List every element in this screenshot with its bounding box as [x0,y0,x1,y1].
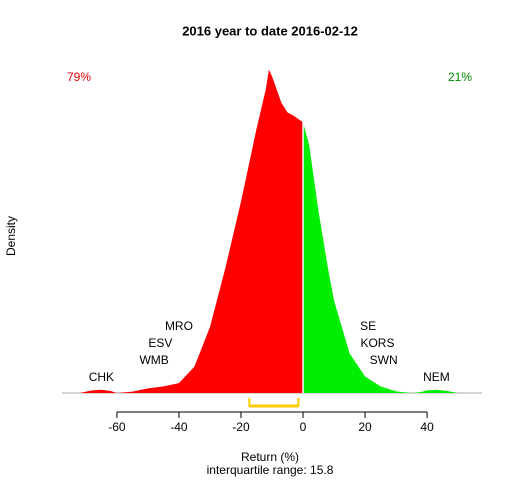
stock-label: CHK [89,370,114,384]
x-tick-label: 40 [420,420,434,434]
chart-title: 2016 year to date 2016-02-12 [182,23,358,38]
stock-label: SWN [370,353,398,367]
stock-label: MRO [165,319,193,333]
right-share: 21% [448,70,472,84]
left-share: 79% [67,70,91,84]
negative-area [79,69,304,393]
subtitle: interquartile range: 15.8 [207,463,334,477]
stock-label: WMB [139,353,168,367]
stock-label: SE [360,319,376,333]
y-axis-label: Density [4,216,18,256]
stock-label: KORS [360,336,394,350]
x-axis-label: Return (%) [241,450,299,464]
x-tick-label: -20 [232,420,250,434]
x-tick-label: -60 [108,420,126,434]
stock-label: ESV [148,336,172,350]
stock-label: NEM [423,370,450,384]
x-tick-label: -40 [170,420,188,434]
x-tick-label: 20 [358,420,372,434]
positive-area [303,122,459,394]
x-tick-label: 0 [300,420,307,434]
